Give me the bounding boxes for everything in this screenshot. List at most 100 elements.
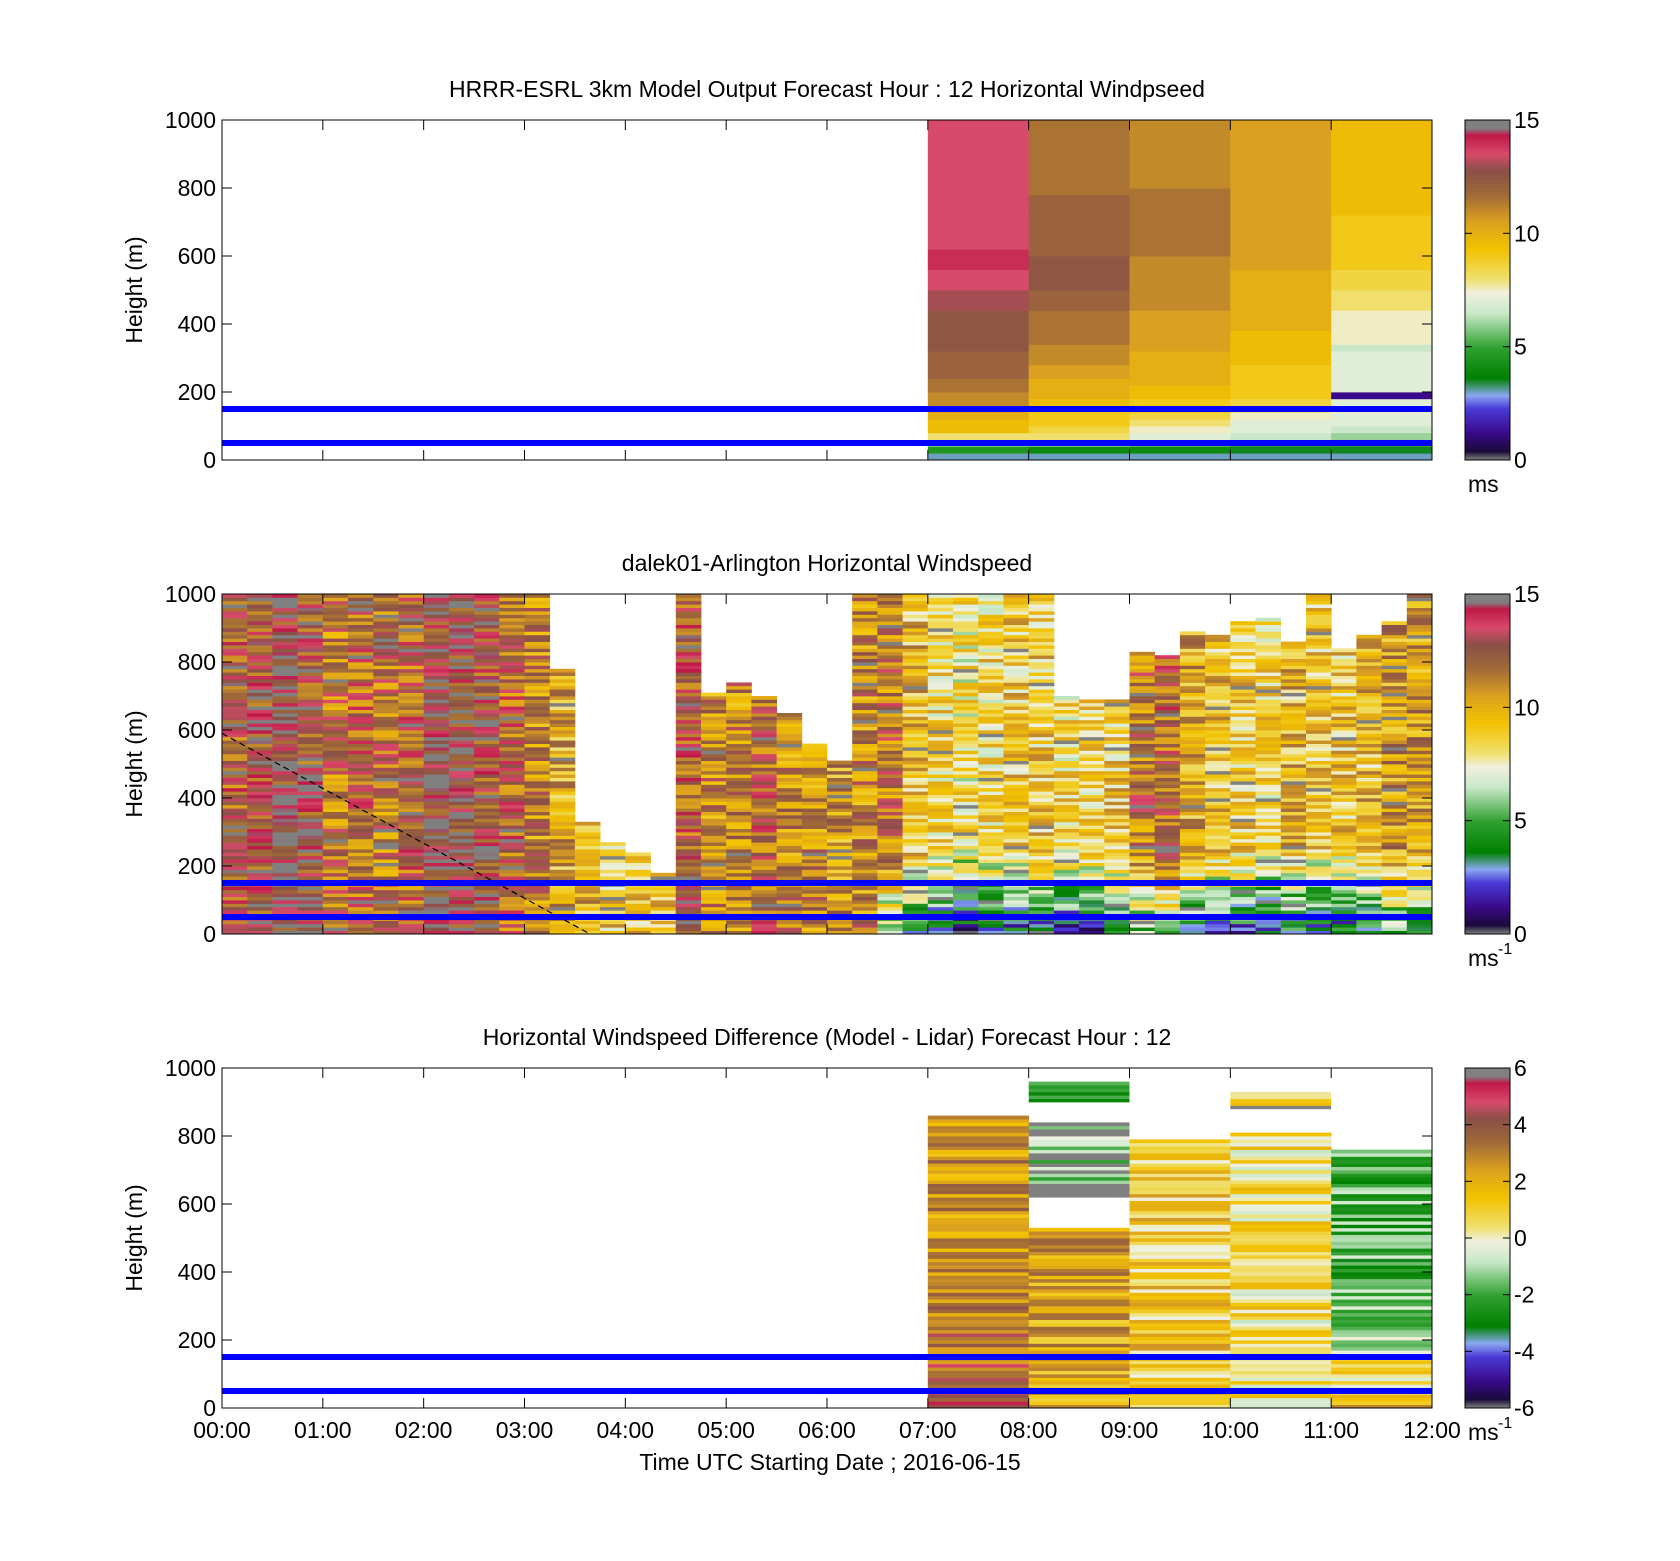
heatmap-cell — [297, 604, 324, 608]
heatmap-cell — [297, 699, 324, 704]
heatmap-cell — [1306, 719, 1332, 724]
heatmap-cell — [322, 689, 349, 693]
heatmap-cell — [524, 614, 551, 619]
heatmap-cell — [1381, 794, 1408, 799]
heatmap-cell — [499, 733, 525, 738]
heatmap-cell — [322, 628, 349, 632]
heatmap-cell — [398, 828, 425, 833]
heatmap-cell — [549, 906, 576, 911]
heatmap-cell — [1129, 385, 1231, 393]
heatmap-cell — [524, 665, 551, 670]
heatmap-cell — [1179, 716, 1206, 721]
heatmap-cell — [1053, 859, 1080, 863]
heatmap-cell — [1356, 730, 1382, 734]
heatmap-cell — [1280, 682, 1307, 687]
heatmap-cell — [675, 821, 702, 826]
heatmap-cell — [927, 1384, 1029, 1388]
heatmap-cell — [902, 719, 929, 724]
heatmap-cell — [1003, 866, 1030, 870]
heatmap-cell — [448, 689, 475, 693]
heatmap-cell — [953, 716, 979, 721]
heatmap-cell — [222, 655, 248, 659]
heatmap-cell — [751, 866, 777, 870]
heatmap-cell — [1003, 787, 1030, 792]
heatmap-cell — [953, 828, 979, 833]
heatmap-cell — [1003, 594, 1030, 598]
heatmap-cell — [1053, 876, 1080, 880]
heatmap-cell — [272, 859, 298, 863]
heatmap-cell — [222, 821, 248, 826]
heatmap-cell — [675, 730, 702, 734]
heatmap-cell — [1255, 852, 1282, 857]
x-tick-label: 11:00 — [1303, 1417, 1359, 1443]
heatmap-cell — [524, 866, 551, 870]
heatmap-cell — [801, 760, 828, 765]
heatmap-cell — [751, 811, 777, 816]
heatmap-cell — [827, 852, 853, 857]
heatmap-cell — [474, 784, 500, 789]
heatmap-cell — [499, 628, 525, 632]
heatmap-cell — [1129, 1363, 1231, 1368]
heatmap-cell — [549, 760, 576, 765]
heatmap-cell — [499, 801, 525, 806]
heatmap-cell — [1179, 740, 1206, 744]
heatmap-cell — [675, 621, 702, 625]
heatmap-cell — [549, 869, 576, 874]
heatmap-cell — [1028, 147, 1130, 155]
heatmap-cell — [675, 791, 702, 795]
heatmap-cell — [247, 808, 273, 812]
y-axis-label: Height (m) — [121, 710, 147, 817]
heatmap-cell — [1331, 262, 1433, 270]
heatmap-cell — [222, 719, 248, 724]
heatmap-cell — [902, 886, 929, 891]
heatmap-cell — [1028, 1187, 1130, 1191]
heatmap-cell — [927, 604, 954, 608]
heatmap-cell — [499, 910, 525, 914]
heatmap-cell — [322, 638, 349, 642]
heatmap-cell — [927, 842, 954, 846]
heatmap-cell — [1079, 886, 1105, 891]
heatmap-cell — [1129, 801, 1156, 806]
heatmap-cell — [1230, 903, 1256, 908]
heatmap-cell — [1003, 927, 1030, 931]
heatmap-cell — [423, 770, 450, 775]
heatmap-cell — [1356, 696, 1382, 700]
heatmap-cell — [272, 849, 298, 853]
heatmap-cell — [272, 811, 298, 816]
heatmap-cell — [1331, 736, 1357, 741]
heatmap-cell — [1406, 682, 1433, 687]
heatmap-cell — [272, 634, 298, 639]
colorbar-tick-label: 15 — [1514, 107, 1540, 133]
heatmap-cell — [726, 736, 752, 741]
heatmap-cell — [1356, 862, 1382, 867]
heatmap-cell — [1028, 1132, 1130, 1137]
heatmap-cell — [751, 821, 777, 826]
heatmap-cell — [247, 927, 273, 931]
heatmap-cell — [1205, 699, 1231, 704]
heatmap-cell — [1331, 147, 1433, 155]
heatmap-cell — [1356, 641, 1382, 646]
heatmap-cell — [1356, 815, 1382, 819]
heatmap-cell — [1129, 351, 1231, 359]
heatmap-cell — [751, 787, 777, 792]
heatmap-cell — [1331, 330, 1433, 338]
heatmap-cell — [1381, 740, 1408, 744]
heatmap-cell — [1129, 330, 1231, 338]
heatmap-cell — [1331, 269, 1433, 277]
heatmap-cell — [927, 392, 1029, 400]
heatmap-cell — [1003, 849, 1030, 853]
heatmap-cell — [675, 910, 702, 914]
heatmap-cell — [953, 849, 979, 853]
heatmap-cell — [448, 594, 475, 598]
heatmap-cell — [448, 600, 475, 605]
heatmap-cell — [1129, 1153, 1231, 1157]
heatmap-cell — [1306, 859, 1332, 863]
heatmap-cell — [398, 662, 425, 666]
heatmap-cell — [1028, 1248, 1130, 1252]
heatmap-cell — [348, 743, 374, 748]
heatmap-cell — [398, 869, 425, 874]
heatmap-cell — [1230, 188, 1332, 196]
heatmap-cell — [499, 842, 525, 846]
heatmap-cell — [398, 736, 425, 741]
heatmap-cell — [1154, 696, 1181, 700]
